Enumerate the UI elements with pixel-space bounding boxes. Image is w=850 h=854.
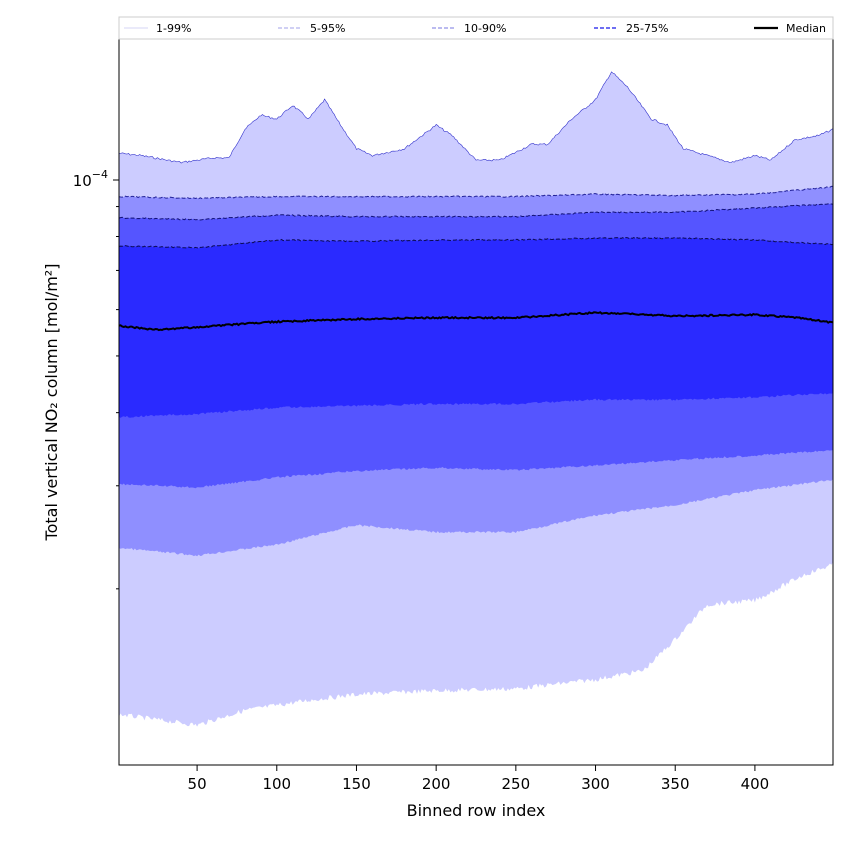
band-upper-edge-1-99% — [118, 71, 834, 164]
legend-box — [118, 16, 834, 40]
x-tick-label: 400 — [741, 775, 770, 793]
band-edges — [118, 71, 834, 249]
legend-label: 25-75% — [626, 22, 668, 35]
median-line — [118, 311, 834, 332]
legend-label: 5-95% — [310, 22, 345, 35]
legend-item: 10-90% — [432, 22, 506, 35]
y-axis: 10−4 — [73, 168, 119, 590]
legend-label: 10-90% — [464, 22, 506, 35]
y-tick-label: 10−4 — [73, 168, 108, 190]
legend: 1-99% 5-95% 10-90% 25-75% Median — [118, 16, 834, 40]
legend-label: 1-99% — [156, 22, 191, 35]
legend-item: Median — [754, 22, 826, 35]
x-axis: 50 100 150 200 250 300 350 400 — [188, 765, 770, 793]
x-tick-label: 350 — [661, 775, 690, 793]
band-25-75% — [119, 237, 833, 418]
percentile-bands — [119, 71, 833, 727]
x-tick-label: 50 — [188, 775, 207, 793]
x-tick-label: 150 — [342, 775, 371, 793]
x-tick-label: 300 — [581, 775, 610, 793]
band-upper-edge-25-75% — [118, 236, 834, 249]
legend-label: Median — [786, 22, 826, 35]
legend-item: 1-99% — [124, 22, 191, 35]
x-tick-label: 200 — [422, 775, 451, 793]
y-axis-label: Total vertical NO₂ column [mol/m²] — [42, 264, 61, 542]
legend-item: 5-95% — [278, 22, 345, 35]
x-tick-label: 100 — [262, 775, 291, 793]
band-upper-edge-10-90% — [118, 203, 834, 221]
x-tick-label: 250 — [502, 775, 531, 793]
band-upper-edge-5-95% — [118, 185, 834, 200]
x-axis-label: Binned row index — [407, 801, 546, 820]
legend-item: 25-75% — [594, 22, 668, 35]
